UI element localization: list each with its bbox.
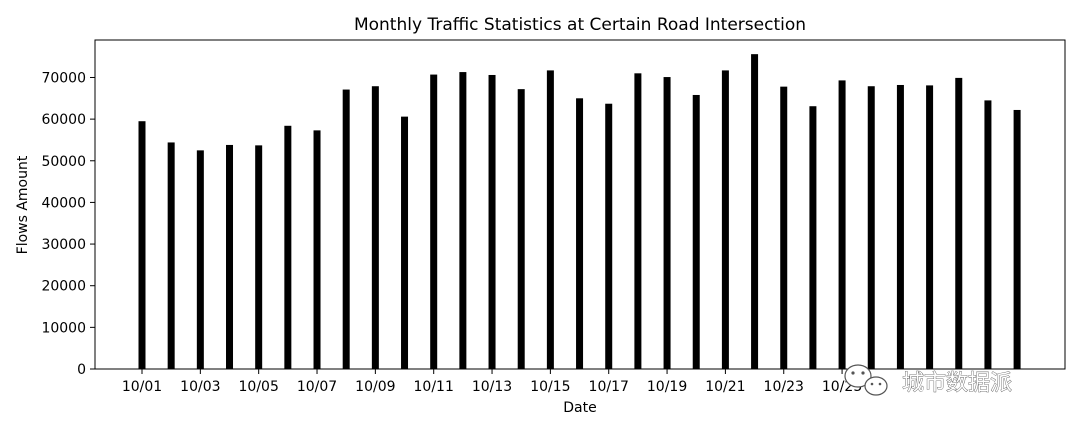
bar-10-08 [342, 89, 350, 369]
x-tick-label: 10/19 [647, 379, 687, 395]
y-tick-label: 50000 [41, 154, 86, 170]
x-tick-label: 10/03 [180, 379, 220, 395]
bar-10-09 [371, 86, 379, 369]
bar-10-18 [634, 73, 642, 369]
bar-10-05 [255, 145, 263, 369]
x-tick-label: 10/05 [239, 379, 279, 395]
x-tick-label: 10/11 [414, 379, 454, 395]
bar-10-24 [809, 106, 817, 369]
bar-10-03 [196, 150, 204, 369]
bar-10-30 [984, 100, 992, 369]
bar-10-21 [721, 70, 729, 370]
bar-10-17 [605, 103, 613, 369]
bar-10-12 [459, 72, 467, 369]
x-tick-label: 10/15 [530, 379, 570, 395]
plot-frame [94, 39, 1066, 370]
bar-10-14 [517, 89, 525, 369]
bar-10-02 [167, 142, 175, 369]
bar-10-19 [663, 77, 671, 369]
watermark-text: 城市数据派 [902, 371, 1012, 396]
x-tick-label: 10/09 [355, 379, 395, 395]
x-tick-label: 10/21 [705, 379, 745, 395]
bar-10-11 [430, 74, 438, 369]
bar-10-15 [546, 70, 554, 370]
bar-10-20 [692, 94, 700, 369]
chart-title: Monthly Traffic Statistics at Certain Ro… [354, 15, 806, 35]
bar-10-31 [1013, 109, 1021, 370]
watermark: 城市数据派 [844, 364, 1012, 396]
bar-10-16 [576, 98, 584, 370]
x-tick-label: 10/23 [764, 379, 804, 395]
bar-10-01 [138, 121, 146, 370]
bar-10-10 [401, 116, 409, 369]
bar-10-06 [284, 125, 292, 369]
bar-10-22 [751, 54, 759, 369]
x-axis-label: Date [563, 400, 596, 416]
bar-10-27 [896, 84, 904, 369]
y-tick-label: 10000 [41, 320, 86, 336]
x-tick-label: 10/01 [122, 379, 162, 395]
bar-10-28 [926, 85, 934, 369]
bar-10-26 [867, 86, 875, 369]
x-tick-label: 10/07 [297, 379, 337, 395]
bar-10-23 [780, 86, 788, 369]
x-axis: 10/01 10/03 10/05 10/07 10/09 10/11 10/13 10/15… [122, 369, 862, 395]
y-axis: 0 10000 20000 30000 40000 50000 60000 70000 [41, 70, 95, 378]
bar-10-04 [226, 144, 234, 369]
x-tick-label: 10/13 [472, 379, 512, 395]
bar-10-29 [955, 77, 963, 370]
bars-group [138, 54, 1021, 370]
bar-10-25 [838, 80, 846, 370]
y-tick-label: 70000 [41, 70, 86, 86]
y-axis-label: Flows Amount [15, 155, 31, 254]
bar-10-13 [488, 74, 496, 369]
y-tick-label: 30000 [41, 237, 86, 253]
y-tick-label: 40000 [41, 195, 86, 211]
x-tick-label: 10/17 [589, 379, 629, 395]
wechat-icon [844, 364, 888, 396]
y-tick-label: 60000 [41, 112, 86, 128]
bar-10-07 [313, 130, 321, 369]
y-tick-label: 20000 [41, 279, 86, 295]
y-tick-label: 0 [77, 362, 86, 378]
